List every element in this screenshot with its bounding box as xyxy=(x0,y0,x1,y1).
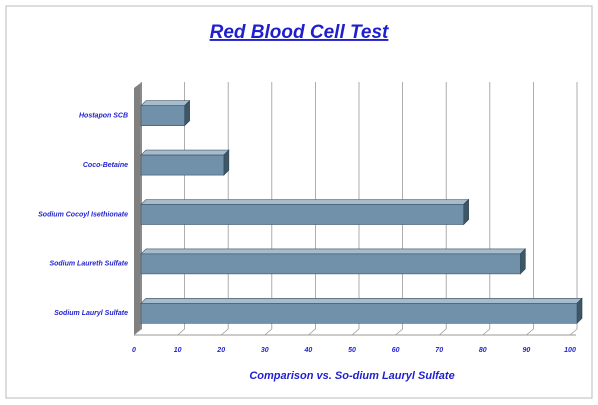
grid-floor-line xyxy=(177,328,185,336)
grid-floor-line xyxy=(526,328,534,336)
x-axis-label: Comparison vs. So-dium Lauryl Sulfate xyxy=(249,370,454,382)
bar-top xyxy=(140,199,470,205)
x-tick-label: 40 xyxy=(304,347,313,354)
x-tick-label: 30 xyxy=(261,347,269,354)
grid-floor-line xyxy=(351,328,360,336)
grid-floor-line xyxy=(133,328,142,336)
bar-top xyxy=(140,297,583,304)
y-tick-label: Sodium Laureth Sulfate xyxy=(49,261,128,268)
chart-title: Red Blood Cell Test xyxy=(210,22,389,43)
bar-top xyxy=(140,149,230,156)
grid-floor-line xyxy=(220,328,229,336)
bar-top xyxy=(140,248,527,255)
bar-top xyxy=(140,100,191,106)
bar xyxy=(140,105,185,126)
y-tick-label: Coco-Betaine xyxy=(83,162,128,169)
x-tick-label: 10 xyxy=(174,347,182,354)
x-tick-label: 90 xyxy=(523,347,531,354)
x-tick-label: 70 xyxy=(435,347,443,354)
bar xyxy=(140,302,578,324)
bar xyxy=(140,204,464,225)
x-tick-label: 60 xyxy=(392,347,400,354)
grid-floor-line xyxy=(482,328,491,336)
y-tick-label: Sodium Cocoyl Isethionate xyxy=(38,211,128,218)
grid-floor-line xyxy=(395,328,403,336)
grid-floor-line xyxy=(438,328,447,336)
bar xyxy=(140,253,521,275)
grid-floor-line xyxy=(264,328,273,336)
x-tick-label: 80 xyxy=(479,347,487,354)
side-wall xyxy=(134,82,142,335)
x-tick-label: 0 xyxy=(132,347,136,354)
x-tick-label: 50 xyxy=(348,347,356,354)
grid-floor-line xyxy=(569,328,578,336)
y-tick-label: Hostapon SCB xyxy=(79,113,128,120)
x-tick-label: 100 xyxy=(564,347,576,354)
x-tick-label: 20 xyxy=(216,347,225,354)
bar xyxy=(140,154,225,176)
y-tick-label: Sodium Lauryl Sulfate xyxy=(54,310,128,317)
grid-floor-line xyxy=(308,328,316,336)
